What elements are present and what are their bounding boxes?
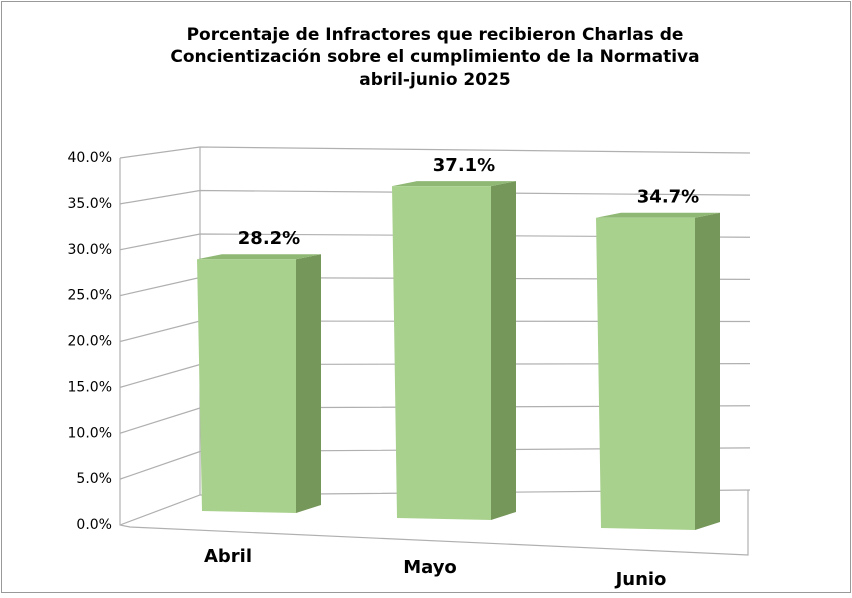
grid-line bbox=[119, 489, 751, 526]
y-tick-label: 20.0% bbox=[68, 334, 112, 350]
bar-top bbox=[392, 181, 516, 187]
x-tick-label: Abril bbox=[204, 546, 252, 567]
y-tick-label: 30.0% bbox=[68, 242, 112, 258]
bar-side bbox=[491, 181, 516, 520]
chart-title: Concientización sobre el cumplimiento de… bbox=[170, 47, 699, 67]
x-tick-label: Mayo bbox=[403, 557, 457, 578]
grid-line bbox=[119, 189, 751, 205]
bar-side bbox=[695, 212, 720, 530]
data-label: 28.2% bbox=[238, 228, 300, 249]
bar bbox=[197, 259, 296, 513]
data-label: 34.7% bbox=[637, 187, 699, 208]
y-tick-label: 40.0% bbox=[68, 150, 112, 166]
y-tick-label: 15.0% bbox=[68, 379, 112, 395]
y-tick-label: 0.0% bbox=[76, 517, 112, 533]
y-tick-label: 5.0% bbox=[76, 471, 112, 487]
data-label: 37.1% bbox=[433, 155, 495, 176]
grid-line bbox=[119, 447, 751, 480]
bar bbox=[392, 186, 491, 520]
bar-top bbox=[197, 254, 321, 260]
x-tick-label: Junio bbox=[614, 569, 667, 590]
bar-top bbox=[596, 212, 720, 218]
grid-line bbox=[119, 233, 751, 251]
y-tick-label: 10.0% bbox=[68, 425, 112, 441]
y-tick-label: 25.0% bbox=[68, 288, 112, 304]
bar bbox=[596, 217, 695, 530]
chart-title: abril-junio 2025 bbox=[359, 70, 511, 90]
bar-side bbox=[296, 254, 321, 513]
grid-line bbox=[119, 146, 751, 159]
y-tick-label: 35.0% bbox=[68, 196, 112, 212]
chart-title: Porcentaje de Infractores que recibieron… bbox=[187, 25, 684, 45]
